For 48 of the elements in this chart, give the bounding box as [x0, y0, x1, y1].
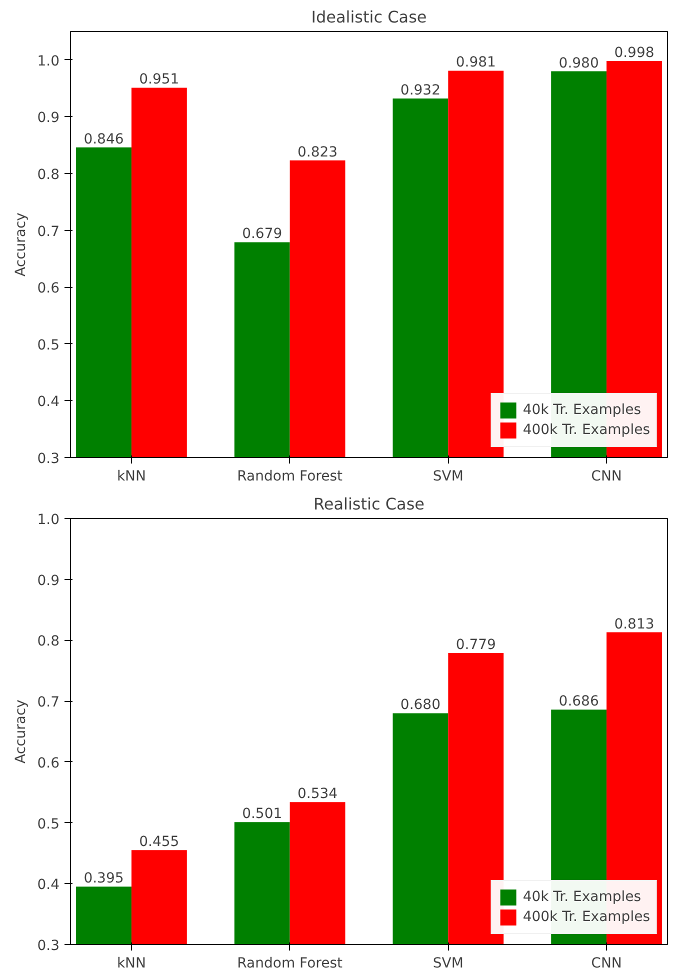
y-tick-label: 0.4	[37, 877, 60, 894]
x-tick-label: Random Forest	[237, 956, 344, 972]
y-tick-label: 0.9	[37, 110, 60, 126]
data-label: 0.981	[456, 54, 496, 71]
x-tick-label: CNN	[591, 468, 622, 484]
legend-label: 40k Tr. Examples	[522, 402, 642, 418]
data-label: 0.951	[139, 72, 180, 88]
data-label: 0.679	[242, 226, 282, 242]
y-axis-title: Accuracy	[13, 212, 30, 276]
legend-label: 400k Tr. Examples	[522, 909, 650, 925]
data-label: 0.680	[400, 697, 441, 714]
y-tick-label: 0.8	[37, 167, 60, 183]
data-label: 0.980	[558, 55, 599, 72]
data-label: 0.686	[558, 694, 599, 710]
data-label: 0.779	[456, 636, 496, 653]
y-tick-label: 0.4	[37, 394, 60, 410]
y-tick-label: 0.9	[37, 572, 60, 589]
y-tick-label: 0.6	[37, 755, 60, 772]
y-tick-label: 0.5	[37, 816, 60, 832]
y-tick-label: 1.0	[37, 53, 60, 70]
data-label: 0.455	[139, 834, 180, 850]
y-tick-label: 0.7	[37, 224, 60, 240]
y-tick-label: 0.7	[37, 694, 60, 711]
data-label: 0.998	[614, 45, 654, 62]
data-label: 0.395	[84, 870, 124, 887]
x-tick-label: SVM	[432, 956, 464, 972]
y-tick-label: 0.6	[37, 280, 60, 297]
data-label: 0.846	[84, 131, 124, 148]
x-tick-label: kNN	[116, 956, 146, 972]
x-tick-label: Random Forest	[237, 468, 344, 484]
y-tick-label: 0.8	[37, 634, 60, 650]
chart-title: Idealistic Case	[311, 8, 427, 26]
chart-title: Realistic Case	[313, 494, 425, 514]
legend-label: 40k Tr. Examples	[522, 889, 642, 905]
x-tick-label: SVM	[432, 468, 464, 484]
data-label: 0.534	[297, 786, 338, 802]
y-tick-label: 1.0	[37, 512, 60, 528]
y-axis-title: Accuracy	[13, 700, 30, 764]
y-tick-label: 0.5	[37, 337, 60, 354]
data-label: 0.823	[297, 144, 338, 160]
x-tick-label: CNN	[591, 956, 622, 972]
y-tick-label: 0.3	[37, 451, 60, 467]
x-tick-label: kNN	[116, 468, 146, 484]
data-label: 0.932	[400, 82, 441, 99]
data-label: 0.501	[242, 806, 282, 822]
y-tick-label: 0.3	[37, 938, 60, 954]
legend-label: 400k Tr. Examples	[522, 422, 650, 438]
data-label: 0.813	[614, 616, 654, 632]
